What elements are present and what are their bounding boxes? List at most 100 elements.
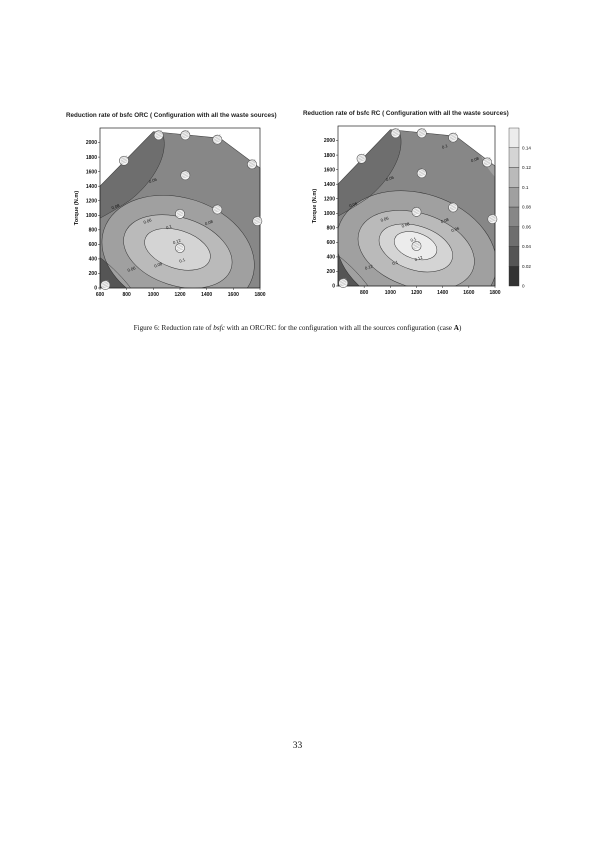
contour-label: 0.1: [179, 257, 187, 264]
x-tick-label: 800: [122, 292, 131, 298]
y-tick-label: 200: [89, 271, 98, 277]
y-tick-label: 1200: [324, 196, 335, 202]
operating-point-hatch: [214, 138, 221, 142]
x-tick-label: 1600: [228, 292, 239, 298]
colorbar-swatch: [508, 127, 520, 148]
operating-point-hatch: [214, 205, 221, 209]
operating-point-hatch: [339, 280, 347, 284]
operating-point-hatch: [120, 157, 128, 160]
operating-point-hatch: [248, 165, 256, 168]
operating-point-hatch: [413, 208, 420, 211]
operating-point: [448, 132, 459, 143]
operating-point-hatch: [182, 176, 189, 179]
contour-label: 0.08: [470, 156, 480, 164]
colorbar-swatch: [508, 147, 520, 168]
contour-label: 0.08: [401, 221, 411, 229]
operating-point-hatch: [413, 212, 420, 215]
colorbar-tick-label: 0.02: [522, 264, 531, 269]
x-tick-label: 1000: [148, 292, 159, 298]
contour-label: 0.12: [364, 263, 374, 271]
y-axis-label: Torque (N.m): [74, 191, 80, 226]
operating-point-hatch: [214, 134, 221, 137]
y-tick-label: 1800: [86, 155, 97, 161]
left-plot-title: Reduction rate of bsfc ORC ( Configurati…: [66, 112, 277, 119]
operating-point-hatch: [214, 208, 221, 212]
colorbar-swatch: [508, 226, 520, 247]
contour-label: 0.08: [153, 261, 163, 269]
operating-point-hatch: [176, 247, 184, 250]
operating-point-hatch: [449, 206, 457, 210]
contour-plots: 0.060.080.060.10.080.120.10.080.06020040…: [74, 125, 531, 298]
operating-point: [212, 204, 223, 215]
colorbar-tick-label: 0.06: [522, 224, 531, 229]
colorbar-tick-label: 0.1: [522, 185, 529, 190]
caption-bold: A: [453, 324, 459, 332]
y-tick-label: 1400: [324, 182, 335, 188]
operating-point-hatch: [392, 131, 399, 134]
operating-point-hatch: [449, 205, 457, 208]
operating-point: [180, 170, 191, 181]
contour-line-corner: [100, 257, 131, 288]
operating-point-hatch: [483, 160, 491, 163]
operating-point-hatch: [392, 129, 399, 132]
contour-label: 0.12: [172, 238, 182, 246]
operating-point-hatch: [182, 170, 189, 173]
colorbar-tick-label: 0.12: [522, 165, 531, 170]
operating-point-hatch: [339, 283, 347, 287]
operating-point-hatch: [413, 211, 420, 214]
operating-point: [338, 278, 349, 288]
y-tick-label: 1000: [324, 211, 335, 217]
operating-point-hatch: [483, 158, 491, 162]
operating-point-hatch: [176, 245, 184, 249]
plot-1: 0.06 0.08 0.06 0.1 0.08 0.12 0.1 0.08 0.06 0 200 40…: [74, 127, 266, 298]
operating-point: [416, 168, 427, 179]
operating-point: [180, 130, 191, 141]
right-plot-title: Reduction rate of bsfc RC ( Configuratio…: [303, 110, 509, 117]
operating-point-hatch: [102, 279, 109, 283]
colorbar-swatch: [508, 266, 520, 287]
band-dark-region: [100, 131, 165, 219]
colorbar-swatch: [508, 167, 520, 188]
x-tick-label: 1400: [201, 292, 212, 298]
band-dark-region: [338, 129, 402, 217]
contour-label: 0.06: [127, 265, 137, 273]
operating-point-hatch: [489, 216, 496, 220]
caption-italic: bsfc: [213, 324, 225, 332]
operating-point-hatch: [214, 137, 221, 140]
x-tick-label: 1800: [254, 292, 265, 298]
contour-label: 0.1: [165, 223, 173, 230]
y-tick-label: 600: [327, 240, 336, 246]
contour-label: 0.06: [385, 174, 395, 182]
operating-point-hatch: [120, 158, 128, 161]
operating-point: [482, 157, 493, 168]
figure-caption: Figure 6: Reduction rate of bsfc with an…: [0, 324, 595, 332]
operating-point-hatch: [339, 279, 347, 282]
operating-point-hatch: [176, 210, 184, 213]
operating-point-hatch: [182, 133, 189, 136]
contour-line-corner: [338, 255, 369, 286]
operating-point: [247, 159, 257, 170]
operating-point-hatch: [155, 130, 162, 133]
operating-point-hatch: [155, 133, 162, 136]
y-tick-label: 1800: [324, 153, 335, 159]
y-tick-label: 200: [327, 269, 336, 275]
operating-point-hatch: [120, 161, 128, 164]
operating-point-hatch: [155, 136, 162, 139]
contour-label: 0.06: [143, 217, 153, 225]
y-tick-label: 800: [327, 226, 336, 232]
operating-point-hatch: [176, 211, 184, 214]
y-tick-label: 400: [327, 255, 336, 261]
operating-point-hatch: [176, 248, 184, 252]
operating-point-hatch: [418, 168, 425, 171]
x-tick-label: 1200: [174, 292, 185, 298]
operating-point-hatch: [449, 133, 457, 137]
operating-point-hatch: [449, 138, 457, 141]
operating-point-hatch: [418, 132, 425, 135]
operating-point-hatch: [413, 240, 420, 244]
operating-point-hatch: [248, 162, 256, 165]
operating-point: [100, 280, 111, 290]
operating-point-hatch: [254, 217, 261, 220]
page-number: 33: [292, 741, 303, 751]
operating-point-hatch: [418, 131, 425, 134]
operating-point-hatch: [489, 219, 496, 223]
